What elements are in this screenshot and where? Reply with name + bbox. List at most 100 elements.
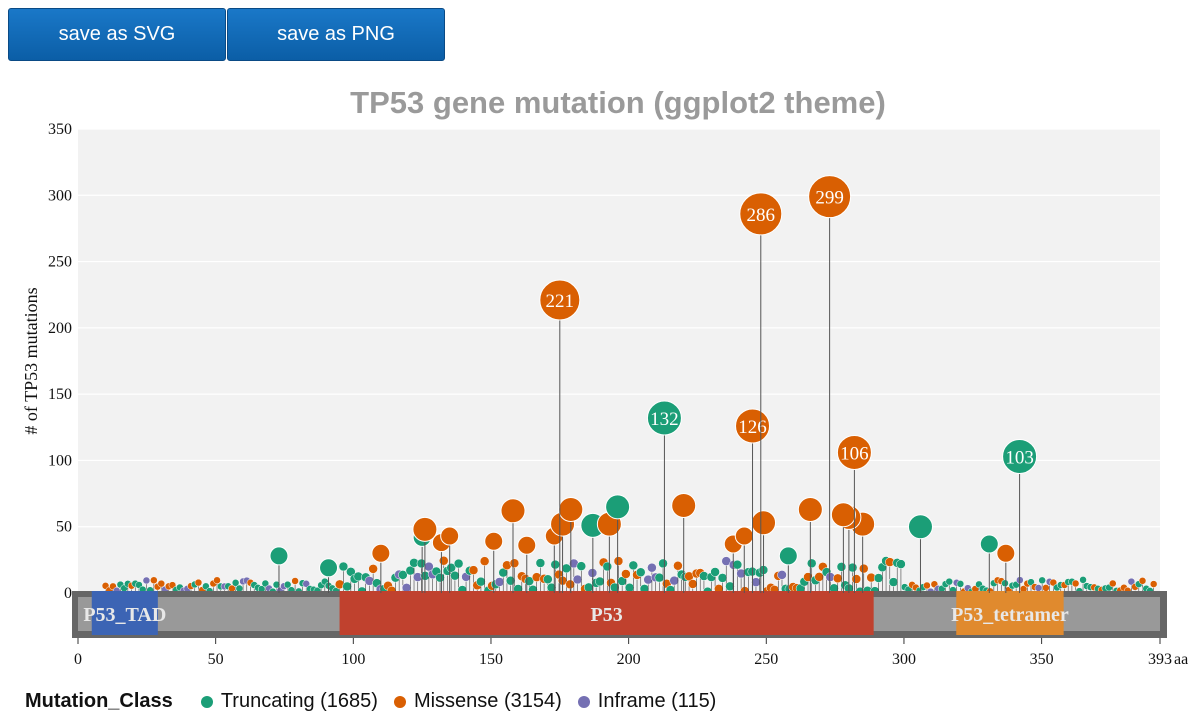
y-tick-label: 250 [48,254,72,271]
minor-head [439,555,449,566]
minor-head [435,572,445,583]
legend-swatch-inframe [577,695,590,708]
minor-head [628,560,639,571]
toolbar: save as SVG save as PNG [8,8,445,61]
minor-head [814,572,824,582]
mutation-count-label: 286 [747,205,776,226]
y-tick-label: 300 [48,187,72,204]
minor-head [302,580,310,588]
minor-head [1127,577,1136,586]
minor-head [272,580,281,589]
legend-item-truncating: Truncating (1685) [200,690,378,713]
mutation-count-label: 132 [650,409,679,430]
mutation-head [979,534,999,554]
minor-head [576,561,587,571]
minor-head [476,576,486,587]
minor-head [550,559,561,570]
minor-head [572,574,583,585]
chart-title: TP53 gene mutation (ggplot2 theme) [350,85,886,120]
minor-head [1079,576,1087,584]
minor-head [509,558,520,568]
domain-p53_tetramer [956,591,1064,635]
mutation-head [558,496,584,522]
legend-label-truncating: Truncating (1685) [220,690,378,712]
save-svg-button[interactable]: save as SVG [8,8,226,61]
minor-head [157,579,166,588]
minor-head [725,581,735,592]
minor-head [194,578,203,587]
legend-item-inframe: Inframe (115) [577,690,717,713]
minor-head [1071,579,1080,588]
minor-head [888,577,899,587]
minor-head [832,573,843,584]
minor-head [847,562,858,573]
mutation-head [412,516,438,542]
minor-head [450,570,460,581]
mutation-head [996,543,1016,563]
minor-head [721,556,731,566]
minor-head [732,559,743,570]
minor-head [405,565,416,576]
mutation-head [319,558,339,578]
minor-head [673,561,683,571]
minor-head [453,558,464,569]
minor-head [669,575,679,586]
mutation-head [500,498,526,524]
domain-label-p53_tad: P53_TAD [83,604,166,626]
y-tick-label: 0 [64,585,72,602]
minor-head [647,562,657,573]
minor-head [945,577,953,586]
y-tick-label: 350 [48,121,72,138]
mutation-count-label: 299 [815,188,844,209]
mutation-head [1002,438,1038,474]
mutation-head [830,502,856,528]
minor-head [338,561,349,572]
minor-head [398,570,408,580]
minor-head [1109,579,1117,588]
legend: Mutation_Class Truncating (1685) Missens… [25,690,732,713]
mutation-head [907,514,933,540]
x-tick-label: 150 [479,651,503,668]
minor-head [401,583,412,593]
minor-head [142,576,151,585]
minor-head [291,577,299,585]
domain-p53 [339,591,874,635]
mutation-head [836,434,872,470]
mutation-head [539,279,581,321]
mutation-head [671,493,697,519]
mutation-head [269,546,289,566]
mutation-head [371,543,391,563]
minor-head [1001,579,1009,588]
minor-head [806,558,817,569]
domain-label-p53: P53 [591,604,623,626]
minor-head [710,567,720,577]
minor-head [213,576,221,585]
y-tick-label: 50 [56,519,72,536]
legend-label-inframe: Inframe (115) [597,690,717,712]
save-png-button[interactable]: save as PNG [227,8,445,61]
mutation-head [484,531,504,551]
y-tick-label: 150 [48,386,72,403]
minor-head [859,563,869,574]
minor-head [851,574,862,584]
minor-head [424,561,434,572]
minor-head [602,561,613,572]
legend-swatch-missense [393,695,406,708]
mutation-head [734,526,754,546]
minor-head [446,563,456,573]
minor-head [150,576,158,585]
mutation-head [605,494,631,520]
domain-label-p53_tetramer: P53_tetramer [951,604,1069,626]
minor-head [543,574,553,585]
mutation-count-label: 103 [1005,447,1034,468]
minor-head [1049,578,1058,587]
minor-head [613,556,624,566]
mutation-count-label: 106 [840,443,869,464]
minor-head [923,581,931,590]
minor-head [505,575,516,586]
mutation-count-label: 126 [738,417,767,438]
minor-head [621,569,631,579]
minor-head [283,580,292,589]
legend-label-missense: Missense (3154) [413,690,562,712]
